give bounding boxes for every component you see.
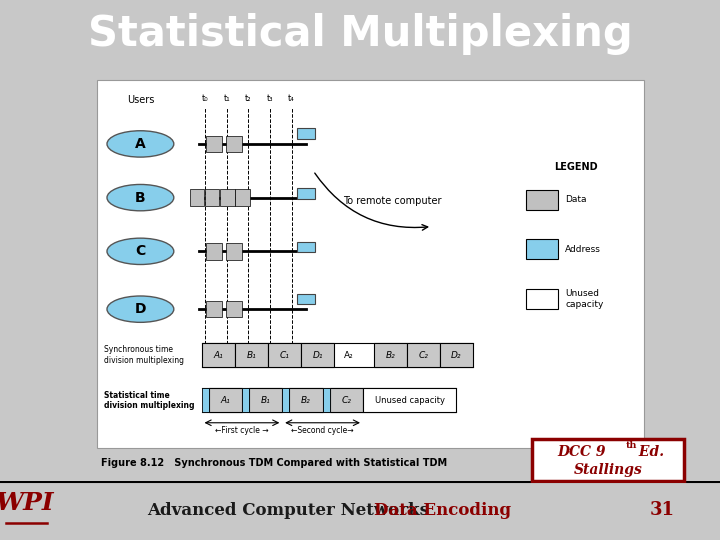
Text: t₄: t₄ [288,93,295,103]
Text: t₀: t₀ [202,93,209,103]
Text: 31: 31 [650,501,675,519]
Bar [226,301,242,318]
Text: Unused capacity: Unused capacity [374,396,445,405]
Ellipse shape [107,238,174,265]
Bar [206,243,222,260]
Text: LEGEND: LEGEND [554,161,598,172]
Text: WPI: WPI [0,491,55,515]
Bar [268,343,301,367]
Text: Users: Users [127,94,154,105]
Ellipse shape [107,131,174,157]
Bar [205,190,220,206]
Text: D: D [135,302,146,316]
Text: A₁: A₁ [220,396,230,405]
Bar [526,239,558,259]
Bar [323,388,330,413]
Text: C₂: C₂ [341,396,351,405]
Text: t₃: t₃ [266,93,274,103]
Ellipse shape [107,185,174,211]
Bar [374,343,407,367]
Text: To remote computer: To remote computer [343,196,441,206]
Text: B₂: B₂ [301,396,311,405]
Bar [202,388,209,413]
Bar [209,388,242,413]
Text: Data: Data [565,195,587,204]
Text: A₁: A₁ [213,350,223,360]
Text: Advanced Computer Networks: Advanced Computer Networks [147,502,429,519]
Bar [235,190,250,206]
Text: C: C [135,244,145,258]
Bar [206,136,222,152]
Bar [330,388,363,413]
Text: Stallings: Stallings [574,463,643,477]
Text: Unused
capacity: Unused capacity [565,289,603,308]
Text: Statistical time
division multiplexing: Statistical time division multiplexing [104,391,195,410]
Bar [242,388,249,413]
Text: D₁: D₁ [312,350,323,360]
Bar [202,343,235,367]
Bar [97,80,644,448]
Text: A: A [135,137,145,151]
Bar [297,242,315,252]
Bar [526,190,558,210]
Text: C₂: C₂ [418,350,428,360]
Bar [440,343,473,367]
Bar [297,129,315,139]
Bar [526,289,558,309]
Text: Figure 8.12   Synchronous TDM Compared with Statistical TDM: Figure 8.12 Synchronous TDM Compared wit… [101,458,446,468]
Text: B₂: B₂ [385,350,395,360]
Text: Ed.: Ed. [634,445,664,459]
Bar [226,136,242,152]
Text: t₁: t₁ [223,93,230,103]
Bar [289,388,323,413]
Text: B₁: B₁ [246,350,256,360]
Text: Data Encoding: Data Encoding [374,502,511,519]
Bar [363,388,456,413]
Text: th: th [626,441,637,450]
Ellipse shape [107,296,174,322]
Bar [297,188,315,199]
Text: ←First cycle →: ←First cycle → [215,426,269,435]
Bar [301,343,334,367]
Text: Address: Address [565,245,601,254]
Bar [206,301,222,318]
Text: Statistical Multiplexing: Statistical Multiplexing [88,13,632,55]
Bar [407,343,440,367]
Text: D₂: D₂ [451,350,462,360]
Text: DCC 9: DCC 9 [558,445,606,459]
Bar [249,388,282,413]
Text: t₂: t₂ [245,93,252,103]
Bar [226,243,242,260]
Text: B: B [135,191,145,205]
Text: Synchronous time
division multiplexing: Synchronous time division multiplexing [104,345,184,364]
Text: C₁: C₁ [279,350,289,360]
Bar [235,343,268,367]
Bar [190,190,204,206]
Bar [220,190,235,206]
Bar [297,294,315,304]
Text: ←Second cycle→: ←Second cycle→ [292,426,354,435]
Text: B₁: B₁ [261,396,271,405]
Bar [282,388,289,413]
Text: A₂: A₂ [343,350,354,360]
